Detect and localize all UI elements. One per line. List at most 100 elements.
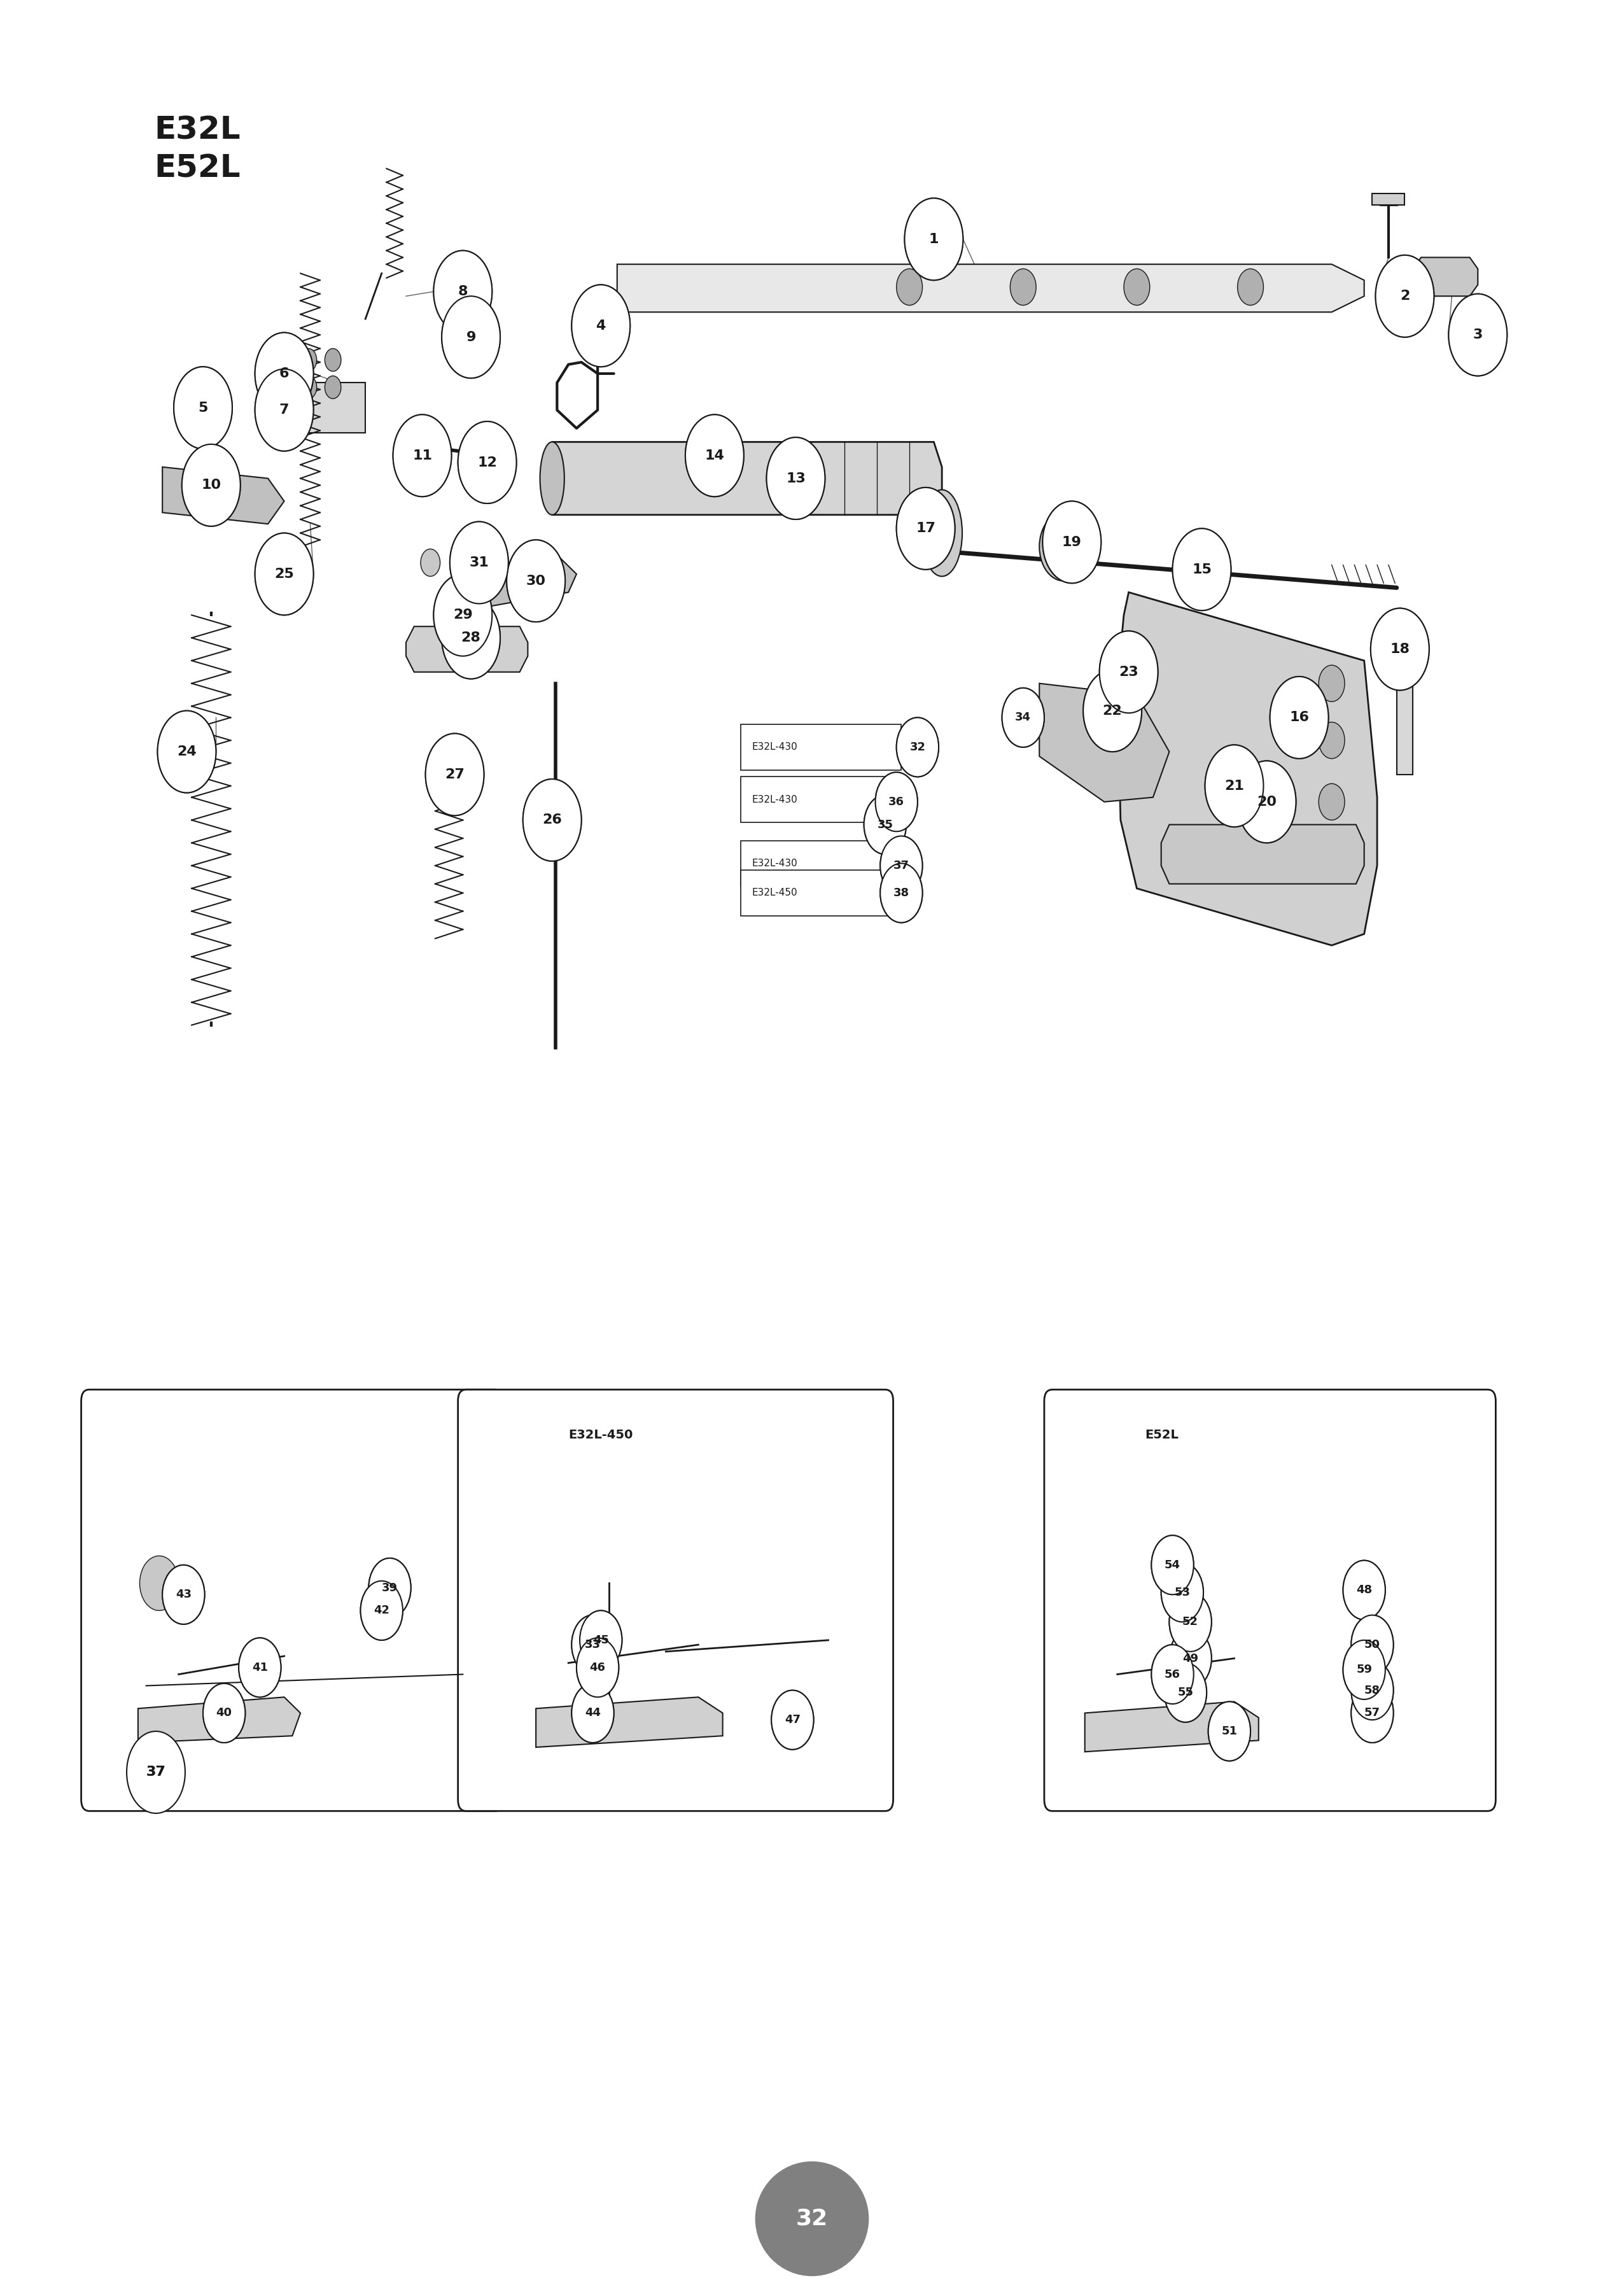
Circle shape xyxy=(1208,1702,1250,1761)
Circle shape xyxy=(572,285,630,367)
FancyBboxPatch shape xyxy=(741,870,901,916)
Circle shape xyxy=(880,836,922,895)
Circle shape xyxy=(1164,1663,1207,1722)
Text: 25: 25 xyxy=(274,567,294,581)
Circle shape xyxy=(421,549,440,576)
Circle shape xyxy=(1237,761,1296,843)
Text: 54: 54 xyxy=(1164,1558,1181,1572)
Text: 28: 28 xyxy=(461,631,481,645)
Text: 16: 16 xyxy=(1289,711,1309,724)
Circle shape xyxy=(1371,608,1429,690)
Circle shape xyxy=(325,376,341,399)
Circle shape xyxy=(1237,761,1296,843)
Circle shape xyxy=(905,198,963,280)
Text: 8: 8 xyxy=(458,285,468,298)
Text: 39: 39 xyxy=(382,1581,398,1595)
Text: 39: 39 xyxy=(382,1581,398,1595)
Text: 42: 42 xyxy=(374,1604,390,1617)
Circle shape xyxy=(182,444,240,526)
Text: 34: 34 xyxy=(1015,711,1031,724)
Circle shape xyxy=(1169,1629,1212,1688)
Text: 6: 6 xyxy=(279,367,289,380)
Polygon shape xyxy=(1039,683,1169,802)
Circle shape xyxy=(1270,677,1328,759)
Text: 30: 30 xyxy=(526,574,546,588)
Text: 8: 8 xyxy=(458,285,468,298)
Circle shape xyxy=(896,718,939,777)
Text: 13: 13 xyxy=(786,472,806,485)
Text: 43: 43 xyxy=(175,1588,192,1601)
Circle shape xyxy=(1351,1683,1393,1743)
Text: 16: 16 xyxy=(1289,711,1309,724)
Circle shape xyxy=(1376,255,1434,337)
Text: 55: 55 xyxy=(1177,1686,1194,1699)
Text: 4: 4 xyxy=(596,319,606,333)
Text: 20: 20 xyxy=(1257,795,1276,809)
Circle shape xyxy=(255,333,313,415)
Ellipse shape xyxy=(921,490,961,576)
Text: 7: 7 xyxy=(279,403,289,417)
Text: 24: 24 xyxy=(177,745,197,759)
Text: 52: 52 xyxy=(1182,1615,1199,1629)
Text: 10: 10 xyxy=(201,478,221,492)
Text: 55: 55 xyxy=(1177,1686,1194,1699)
Text: 46: 46 xyxy=(590,1661,606,1674)
Text: 18: 18 xyxy=(1390,642,1410,656)
Circle shape xyxy=(896,269,922,305)
Circle shape xyxy=(905,198,963,280)
Circle shape xyxy=(507,540,565,622)
Polygon shape xyxy=(536,1697,723,1747)
Circle shape xyxy=(450,522,508,604)
Text: E32L-430: E32L-430 xyxy=(752,743,797,752)
Text: 44: 44 xyxy=(585,1706,601,1720)
Text: 37: 37 xyxy=(146,1765,166,1779)
Text: 15: 15 xyxy=(1192,563,1212,576)
Text: 19: 19 xyxy=(1062,535,1082,549)
Text: E32L-430: E32L-430 xyxy=(752,859,797,868)
Circle shape xyxy=(1343,1640,1385,1699)
Circle shape xyxy=(140,1556,179,1611)
Circle shape xyxy=(434,574,492,656)
Polygon shape xyxy=(1117,592,1377,945)
Circle shape xyxy=(182,444,240,526)
Circle shape xyxy=(239,1638,281,1697)
Text: 26: 26 xyxy=(542,813,562,827)
Text: 36: 36 xyxy=(888,795,905,809)
Circle shape xyxy=(1319,784,1345,820)
Polygon shape xyxy=(1161,825,1364,884)
Circle shape xyxy=(880,863,922,923)
Circle shape xyxy=(1169,1592,1212,1652)
Text: 40: 40 xyxy=(216,1706,232,1720)
Text: 49: 49 xyxy=(1182,1652,1199,1665)
Circle shape xyxy=(577,1638,619,1697)
Text: 5: 5 xyxy=(198,401,208,415)
Text: 21: 21 xyxy=(1224,779,1244,793)
Text: 18: 18 xyxy=(1390,642,1410,656)
Circle shape xyxy=(442,296,500,378)
Text: 23: 23 xyxy=(1119,665,1138,679)
Text: 3: 3 xyxy=(1473,328,1483,342)
Text: 21: 21 xyxy=(1224,779,1244,793)
Text: 25: 25 xyxy=(274,567,294,581)
Circle shape xyxy=(572,1683,614,1743)
Text: 31: 31 xyxy=(469,556,489,570)
Circle shape xyxy=(771,1690,814,1750)
Polygon shape xyxy=(1372,194,1405,205)
Text: 7: 7 xyxy=(279,403,289,417)
Circle shape xyxy=(1043,501,1101,583)
Circle shape xyxy=(1237,269,1263,305)
Circle shape xyxy=(255,533,313,615)
Text: 23: 23 xyxy=(1119,665,1138,679)
Circle shape xyxy=(1351,1661,1393,1720)
Text: 22: 22 xyxy=(1103,704,1122,718)
Text: 41: 41 xyxy=(252,1661,268,1674)
Text: 40: 40 xyxy=(216,1706,232,1720)
Circle shape xyxy=(1151,1645,1194,1704)
Circle shape xyxy=(162,1565,205,1624)
Text: 32: 32 xyxy=(909,740,926,754)
Circle shape xyxy=(1351,1615,1393,1674)
Polygon shape xyxy=(162,467,284,524)
Text: 4: 4 xyxy=(596,319,606,333)
Text: 59: 59 xyxy=(1356,1663,1372,1677)
Text: 37: 37 xyxy=(893,859,909,872)
